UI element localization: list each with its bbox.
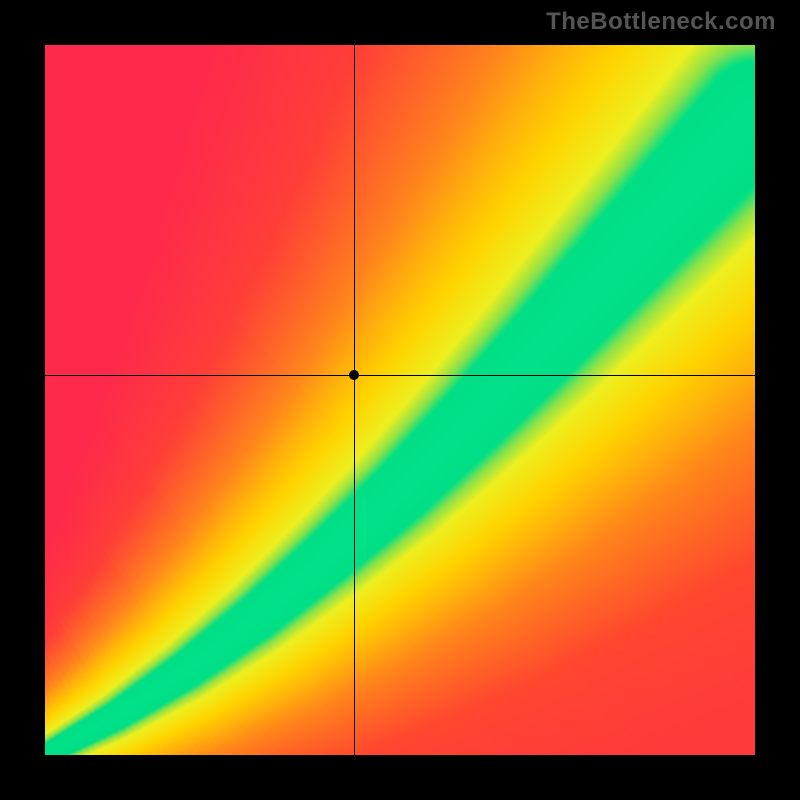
heatmap-canvas: [45, 45, 755, 755]
heatmap-plot: [45, 45, 755, 755]
crosshair-horizontal: [45, 375, 755, 376]
watermark-text: TheBottleneck.com: [546, 8, 776, 36]
crosshair-marker: [349, 370, 359, 380]
crosshair-vertical: [354, 45, 355, 755]
